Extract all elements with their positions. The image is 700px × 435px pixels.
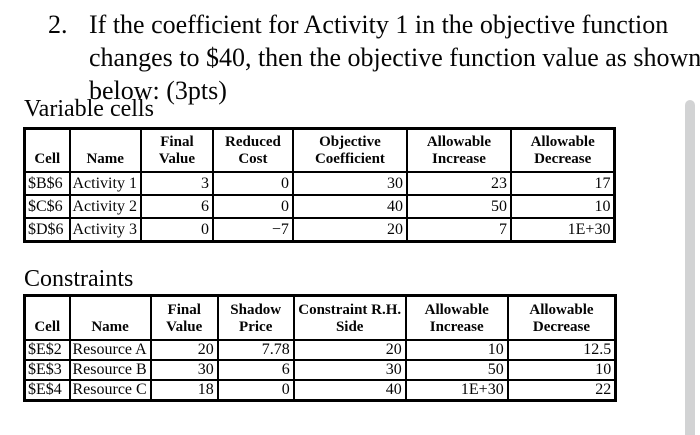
variable-cells-title: Variable cells bbox=[24, 96, 154, 122]
cell-allowable-increase: 50 bbox=[405, 194, 512, 219]
cell-name: Activity 3 bbox=[68, 217, 142, 243]
constraints-title: Constraints bbox=[24, 266, 134, 292]
cell-allowable-decrease: 10 bbox=[506, 359, 617, 381]
cell-shadow-price: 0 bbox=[216, 379, 295, 402]
column-header-cell: Cell bbox=[23, 294, 71, 341]
cell-shadow-price: 7.78 bbox=[216, 339, 295, 361]
table-row: $C$6 Activity 2 6 0 40 50 10 bbox=[23, 194, 616, 219]
cell-final-value: 20 bbox=[149, 339, 219, 361]
variable-cells-table: Cell Name Final Value Reduced Cost Objec… bbox=[23, 127, 617, 243]
cell-allowable-increase: 23 bbox=[405, 171, 512, 196]
cell-objective-coefficient: 30 bbox=[291, 171, 408, 196]
variable-cells-header-row: Cell Name Final Value Reduced Cost Objec… bbox=[23, 127, 616, 173]
scrollbar-thumb[interactable] bbox=[685, 100, 695, 435]
cell-name: Resource A bbox=[68, 339, 152, 361]
table-row: $B$6 Activity 1 3 0 30 23 17 bbox=[23, 171, 616, 196]
problem-line-2: changes to $40, then the objective funct… bbox=[89, 43, 700, 72]
cell-ref: $B$6 bbox=[23, 171, 71, 196]
cell-shadow-price: 6 bbox=[216, 359, 295, 381]
column-header-allowable-increase: Allowable Increase bbox=[404, 294, 509, 341]
constraints-table: Cell Name Final Value Shadow Price Const… bbox=[23, 294, 618, 402]
column-header-allowable-decrease: Allowable Decrease bbox=[509, 127, 616, 173]
cell-allowable-decrease: 17 bbox=[509, 171, 616, 196]
column-header-allowable-increase: Allowable Increase bbox=[405, 127, 512, 173]
cell-reduced-cost: −7 bbox=[211, 217, 294, 243]
problem-statement: 2. If the coefficient for Activity 1 in … bbox=[48, 8, 700, 107]
cell-reduced-cost: 0 bbox=[211, 194, 294, 219]
column-header-name: Name bbox=[68, 127, 142, 173]
constraints-header-row: Cell Name Final Value Shadow Price Const… bbox=[23, 294, 617, 341]
cell-allowable-decrease: 10 bbox=[509, 194, 616, 219]
cell-final-value: 30 bbox=[149, 359, 219, 381]
column-header-reduced-cost: Reduced Cost bbox=[211, 127, 294, 173]
cell-allowable-decrease: 22 bbox=[506, 379, 617, 402]
table-row: $E$4 Resource C 18 0 40 1E+30 22 bbox=[23, 379, 617, 402]
column-header-name: Name bbox=[68, 294, 152, 341]
column-header-shadow-price: Shadow Price bbox=[216, 294, 295, 341]
column-header-final-value: Final Value bbox=[139, 127, 214, 173]
cell-constraint-rhs: 30 bbox=[292, 359, 407, 381]
cell-allowable-decrease: 1E+30 bbox=[509, 217, 616, 243]
column-header-final-value: Final Value bbox=[149, 294, 219, 341]
cell-ref: $E$3 bbox=[23, 359, 71, 381]
cell-name: Activity 1 bbox=[68, 171, 142, 196]
cell-final-value: 6 bbox=[139, 194, 214, 219]
cell-allowable-decrease: 12.5 bbox=[506, 339, 617, 361]
list-number: 2. bbox=[48, 10, 68, 39]
cell-allowable-increase: 1E+30 bbox=[404, 379, 509, 402]
cell-reduced-cost: 0 bbox=[211, 171, 294, 196]
cell-ref: $C$6 bbox=[23, 194, 71, 219]
problem-line-3: below: (3pts) bbox=[89, 76, 227, 105]
cell-constraint-rhs: 40 bbox=[292, 379, 407, 402]
column-header-constraint-rhs: Constraint R.H. Side bbox=[292, 294, 407, 341]
table-row: $D$6 Activity 3 0 −7 20 7 1E+30 bbox=[23, 217, 616, 243]
cell-allowable-increase: 50 bbox=[404, 359, 509, 381]
problem-line-1: If the coefficient for Activity 1 in the… bbox=[89, 10, 669, 39]
column-header-cell: Cell bbox=[23, 127, 71, 173]
table-row: $E$2 Resource A 20 7.78 20 10 12.5 bbox=[23, 339, 617, 361]
cell-ref: $E$2 bbox=[23, 339, 71, 361]
cell-final-value: 0 bbox=[139, 217, 214, 243]
cell-name: Resource C bbox=[68, 379, 152, 402]
cell-allowable-increase: 7 bbox=[405, 217, 512, 243]
cell-final-value: 18 bbox=[149, 379, 219, 402]
cell-name: Activity 2 bbox=[68, 194, 142, 219]
cell-objective-coefficient: 20 bbox=[291, 217, 408, 243]
table-row: $E$3 Resource B 30 6 30 50 10 bbox=[23, 359, 617, 381]
cell-ref: $E$4 bbox=[23, 379, 71, 402]
cell-objective-coefficient: 40 bbox=[291, 194, 408, 219]
cell-final-value: 3 bbox=[139, 171, 214, 196]
problem-text: If the coefficient for Activity 1 in the… bbox=[89, 8, 700, 107]
column-header-objective-coefficient: Objective Coefficient bbox=[291, 127, 408, 173]
column-header-allowable-decrease: Allowable Decrease bbox=[506, 294, 617, 341]
cell-allowable-increase: 10 bbox=[404, 339, 509, 361]
cell-constraint-rhs: 20 bbox=[292, 339, 407, 361]
cell-name: Resource B bbox=[68, 359, 152, 381]
cell-ref: $D$6 bbox=[23, 217, 71, 243]
